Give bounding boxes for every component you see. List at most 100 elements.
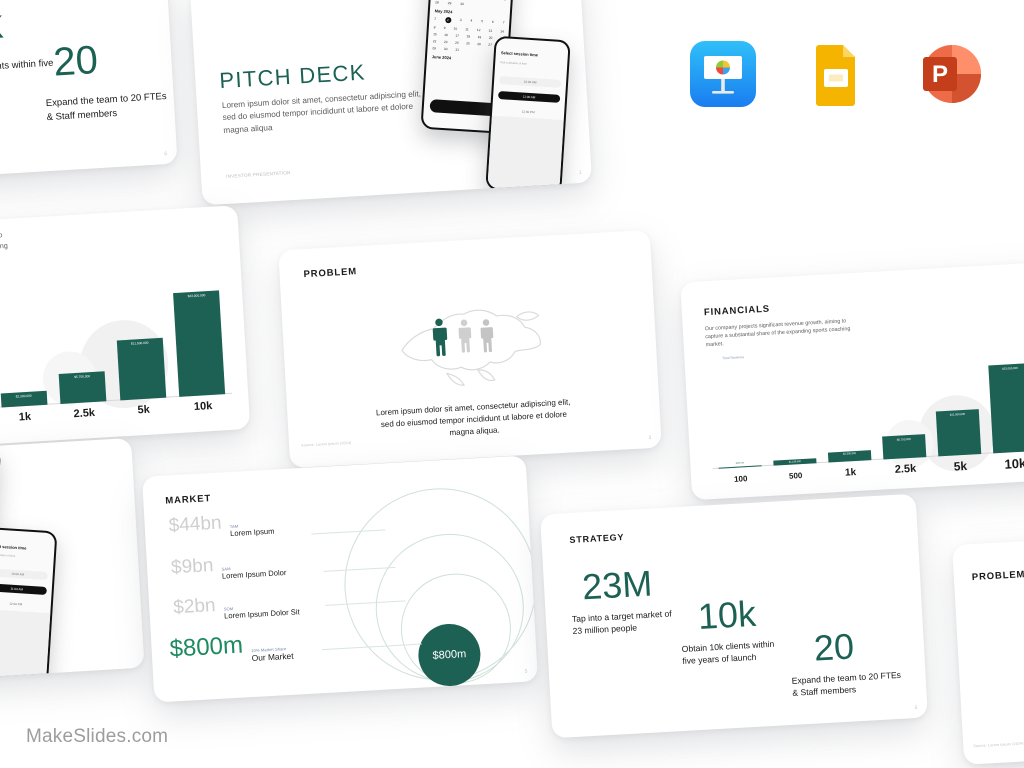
bar: $5,750,000 xyxy=(58,371,107,404)
strategy-stat-value: 10k xyxy=(0,0,5,51)
phone-screen-time-picker: Select session time Pick a duration of t… xyxy=(0,528,56,684)
bar-value-label: $2,300,000 xyxy=(842,452,857,456)
market-row-our: $800m 10% Market Share Our Market xyxy=(169,629,294,668)
calendar-prev-tail[interactable]: 28 29 30 xyxy=(435,0,464,6)
slide-problem-clipped[interactable]: PROBLEM Source: Lorem Ipsum (2024) xyxy=(952,531,1024,765)
person-icon-muted xyxy=(480,319,494,353)
strategy-stat-value: 23M xyxy=(580,562,654,608)
problem-source: Source: Lorem Ipsum (2024) xyxy=(301,440,352,448)
bar: $23,000,000 xyxy=(173,290,226,397)
market-name: Lorem Ipsum xyxy=(229,526,275,539)
google-slides-icon[interactable] xyxy=(803,41,869,107)
time-option[interactable]: 10:00 AM xyxy=(0,568,49,580)
market-name: Our Market xyxy=(251,650,294,664)
chart-bars: $2,300,000 $5,750,000 $11,500,000 $23,00… xyxy=(0,266,232,408)
title-body-copy: Lorem ipsum dolor sit amet, consectetur … xyxy=(221,89,422,135)
strategy-stat-caption: Obtain 10k clients within five years of … xyxy=(681,638,775,667)
market-value: $2bn xyxy=(172,595,217,619)
phone-screen-title: Select session time xyxy=(0,543,27,551)
hong-kong-map-outline xyxy=(401,309,541,386)
person-icon-muted xyxy=(458,319,472,353)
phone-screen-filler xyxy=(0,608,51,684)
phone-mockup-secondary: Select session time Pick a duration of t… xyxy=(0,526,58,685)
chart-y-axis-label: Total Revenue xyxy=(722,355,745,361)
slide-page-number: 3 xyxy=(648,435,652,442)
slide-page-number: 1 xyxy=(578,169,582,177)
strategy-stat-caption: Expand the team to 20 FTEs & Staff membe… xyxy=(45,90,167,123)
slide-financials[interactable]: FINANCIALS Our company projects signific… xyxy=(680,261,1024,501)
market-value: $800m xyxy=(168,631,244,663)
slide-strategy[interactable]: STRATEGY 23M Tap into a target market of… xyxy=(540,493,928,739)
page-title: PITCH DECK xyxy=(218,59,367,94)
x-tick-label: 500 xyxy=(788,470,803,481)
phone-next-button[interactable] xyxy=(429,98,499,117)
bar-value-label: $5,750,000 xyxy=(74,374,91,380)
x-tick-label: 2.5k xyxy=(894,462,917,476)
bar-value-label: $23,000,000 xyxy=(187,293,206,299)
bar: $5,750,000 xyxy=(882,434,927,460)
bar-column: $5,750,000 xyxy=(876,434,932,460)
chart-x-axis-label: Paying Customers xyxy=(724,497,735,501)
slide-app-mockup-clipped[interactable]: Select start session date Check how the … xyxy=(0,437,145,685)
x-tick-label: 1k xyxy=(18,410,32,424)
slide-problem[interactable]: PROBLEM Lorem ipsum dolor sit amet, cons… xyxy=(278,229,662,469)
time-option[interactable]: 10:00 AM xyxy=(498,75,562,88)
bar: $11,500,000 xyxy=(935,409,982,457)
problem-body-copy: Lorem ipsum dolor sit amet, consectetur … xyxy=(375,397,571,438)
market-value: $44bn xyxy=(168,512,223,537)
strategy-stat-caption: Obtain 10k clients within five years of … xyxy=(0,57,54,76)
time-option-selected[interactable]: 11:00 AM xyxy=(0,583,48,595)
person-icon-highlighted xyxy=(432,318,448,357)
makeslides-wordmark: MakeSlides.com xyxy=(26,726,169,747)
slide-page-number: 5 xyxy=(524,668,528,675)
market-row-tam: $44bn TAM Lorem Ipsum xyxy=(168,510,274,542)
bar-value-label: $11,500,000 xyxy=(130,340,149,346)
bar-value-label: $23,000,000 xyxy=(1002,365,1018,371)
phone-screen-subtitle: Pick a duration of time xyxy=(500,60,527,66)
financials-bar-chart: $2,300,000 $5,750,000 $11,500,000 $23,00… xyxy=(0,266,233,430)
market-bubble-label: $800m xyxy=(432,648,467,662)
bar-column: $23,000,000 xyxy=(167,290,233,397)
bar-value-label: $5,750,000 xyxy=(896,436,911,442)
x-tick-label: 5k xyxy=(953,458,968,474)
time-option[interactable]: 12:00 PM xyxy=(9,601,23,607)
x-tick-label: 1k xyxy=(844,466,857,479)
page-title: PROBLEM xyxy=(303,266,358,281)
financials-body-copy: Our company projects significant revenue… xyxy=(704,318,851,349)
bar-value-label: $11,500,000 xyxy=(949,411,966,417)
bar-column: $23,000,000 xyxy=(982,363,1024,454)
x-tick-label: 5k xyxy=(137,403,151,417)
slide-financials-clipped[interactable]: Our company projects significant revenue… xyxy=(0,205,251,455)
x-tick-label: 10k xyxy=(1004,455,1024,472)
bar-column: $11,500,000 xyxy=(930,409,987,457)
slide-strategy-clipped[interactable]: 10k Obtain 10k clients within five years… xyxy=(0,0,178,185)
calendar-week[interactable]: 29 30 31 xyxy=(432,45,460,52)
problem-source: Source: Lorem Ipsum (2024) xyxy=(973,741,1024,749)
supported-apps-row: P xyxy=(690,41,990,121)
slide-market[interactable]: MARKET $44bn TAM Lorem Ipsum $9bn SAM Lo… xyxy=(141,455,539,703)
bar-column: $11,500,000 xyxy=(110,337,173,401)
strategy-stat-value: 20 xyxy=(52,38,100,85)
x-tick-label: 2.5k xyxy=(73,406,96,421)
time-option-selected[interactable]: 11:00 AM xyxy=(498,90,561,103)
strategy-stat-value: 20 xyxy=(812,625,856,669)
bar-value-label: $230,000 xyxy=(735,462,745,465)
phone-mockup-secondary: Select session time Pick a duration of t… xyxy=(485,35,571,195)
microsoft-powerpoint-icon[interactable]: P xyxy=(916,41,982,107)
svg-text:P: P xyxy=(932,61,948,88)
page-title: PROBLEM xyxy=(971,569,1024,584)
x-tick-label: 100 xyxy=(733,473,748,484)
phone-screen-title: Select session time xyxy=(500,50,539,58)
phone-screen-time-picker: Select session time Pick a duration of t… xyxy=(487,37,569,193)
title-footer: INVESTOR PRESENTATION xyxy=(225,170,291,179)
apple-keynote-icon[interactable] xyxy=(690,41,756,107)
slide-page-number: 6 xyxy=(164,151,168,158)
bar: $11,500,000 xyxy=(116,337,167,401)
x-tick-label: 10k xyxy=(193,399,213,414)
slide-title[interactable]: PITCH DECK Lorem ipsum dolor sit amet, c… xyxy=(189,0,593,206)
calendar-month-label-next: June 2024 xyxy=(431,53,452,60)
strategy-stat-caption: Expand the team to 20 FTEs & Staff membe… xyxy=(791,669,902,699)
strategy-stat-caption: Tap into a target market of 23 million p… xyxy=(571,608,672,637)
page-title: FINANCIALS xyxy=(703,303,771,319)
